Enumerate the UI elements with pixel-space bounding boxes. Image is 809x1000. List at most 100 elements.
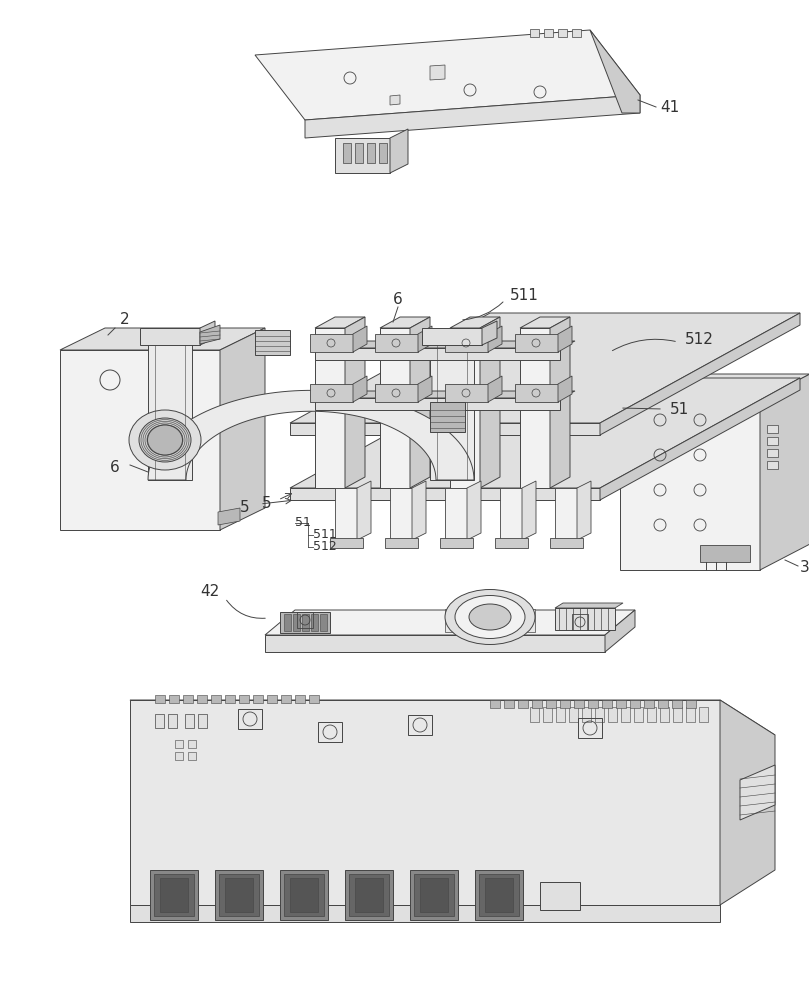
Polygon shape	[390, 488, 412, 540]
Polygon shape	[255, 30, 640, 120]
Polygon shape	[767, 449, 778, 457]
Polygon shape	[414, 874, 454, 916]
Polygon shape	[225, 878, 253, 912]
Text: 6: 6	[110, 460, 120, 476]
Polygon shape	[211, 695, 221, 703]
Polygon shape	[504, 700, 514, 708]
Polygon shape	[445, 384, 488, 402]
Polygon shape	[555, 608, 615, 630]
Polygon shape	[577, 481, 591, 540]
Polygon shape	[558, 376, 572, 402]
Polygon shape	[700, 545, 750, 562]
Polygon shape	[450, 328, 480, 488]
Bar	[318, 722, 342, 742]
Polygon shape	[154, 874, 194, 916]
Polygon shape	[595, 707, 604, 722]
Polygon shape	[572, 29, 581, 37]
Polygon shape	[148, 390, 474, 480]
Polygon shape	[410, 870, 458, 920]
Polygon shape	[284, 874, 324, 916]
Polygon shape	[302, 614, 309, 631]
Polygon shape	[530, 29, 539, 37]
Polygon shape	[185, 714, 194, 728]
Polygon shape	[490, 700, 500, 708]
Polygon shape	[140, 328, 200, 345]
Polygon shape	[582, 707, 591, 722]
Polygon shape	[225, 695, 235, 703]
Polygon shape	[616, 700, 626, 708]
Polygon shape	[60, 350, 220, 530]
Polygon shape	[345, 317, 365, 488]
Polygon shape	[390, 95, 400, 105]
Text: 5: 5	[262, 495, 272, 510]
Polygon shape	[330, 538, 363, 548]
Polygon shape	[605, 610, 635, 652]
Polygon shape	[335, 138, 390, 173]
Polygon shape	[672, 700, 682, 708]
Polygon shape	[543, 707, 552, 722]
Polygon shape	[630, 700, 640, 708]
Polygon shape	[315, 317, 365, 328]
Polygon shape	[550, 317, 570, 488]
Polygon shape	[530, 707, 539, 722]
Polygon shape	[380, 317, 430, 328]
Polygon shape	[600, 378, 800, 500]
Polygon shape	[284, 614, 291, 631]
Polygon shape	[160, 878, 188, 912]
Bar	[578, 718, 602, 738]
Polygon shape	[560, 700, 570, 708]
Polygon shape	[155, 714, 164, 728]
Polygon shape	[686, 700, 696, 708]
Polygon shape	[588, 700, 598, 708]
Polygon shape	[315, 348, 560, 360]
Polygon shape	[265, 610, 635, 635]
Polygon shape	[600, 313, 800, 435]
Polygon shape	[522, 481, 536, 540]
Ellipse shape	[455, 595, 525, 639]
Polygon shape	[310, 334, 353, 352]
Ellipse shape	[147, 425, 183, 455]
Polygon shape	[320, 614, 327, 631]
Polygon shape	[767, 461, 778, 469]
Polygon shape	[412, 481, 426, 540]
Polygon shape	[60, 328, 265, 350]
Polygon shape	[130, 700, 775, 735]
Polygon shape	[305, 95, 640, 138]
Polygon shape	[658, 700, 668, 708]
Polygon shape	[445, 488, 467, 540]
Ellipse shape	[139, 418, 191, 462]
Polygon shape	[621, 707, 630, 722]
Polygon shape	[315, 391, 575, 398]
Polygon shape	[555, 603, 623, 608]
Text: 511: 511	[510, 288, 539, 302]
Polygon shape	[220, 328, 265, 530]
Polygon shape	[345, 870, 393, 920]
Polygon shape	[556, 707, 565, 722]
Polygon shape	[546, 700, 556, 708]
Polygon shape	[255, 330, 290, 355]
Polygon shape	[130, 905, 720, 922]
Polygon shape	[550, 538, 583, 548]
Polygon shape	[445, 334, 488, 352]
Polygon shape	[450, 317, 500, 328]
Polygon shape	[686, 707, 695, 722]
Polygon shape	[355, 143, 363, 163]
Polygon shape	[200, 325, 220, 344]
Polygon shape	[673, 707, 682, 722]
Polygon shape	[215, 870, 263, 920]
Text: 3: 3	[800, 560, 809, 576]
Polygon shape	[353, 326, 367, 352]
Polygon shape	[445, 609, 535, 632]
Polygon shape	[558, 29, 567, 37]
Polygon shape	[467, 481, 481, 540]
Polygon shape	[155, 695, 165, 703]
Bar	[408, 715, 432, 735]
Polygon shape	[410, 317, 430, 488]
Polygon shape	[375, 384, 418, 402]
Polygon shape	[515, 384, 558, 402]
Polygon shape	[430, 340, 474, 480]
Polygon shape	[200, 321, 215, 345]
Polygon shape	[188, 740, 196, 748]
Text: 41: 41	[660, 100, 680, 114]
Polygon shape	[218, 508, 240, 525]
